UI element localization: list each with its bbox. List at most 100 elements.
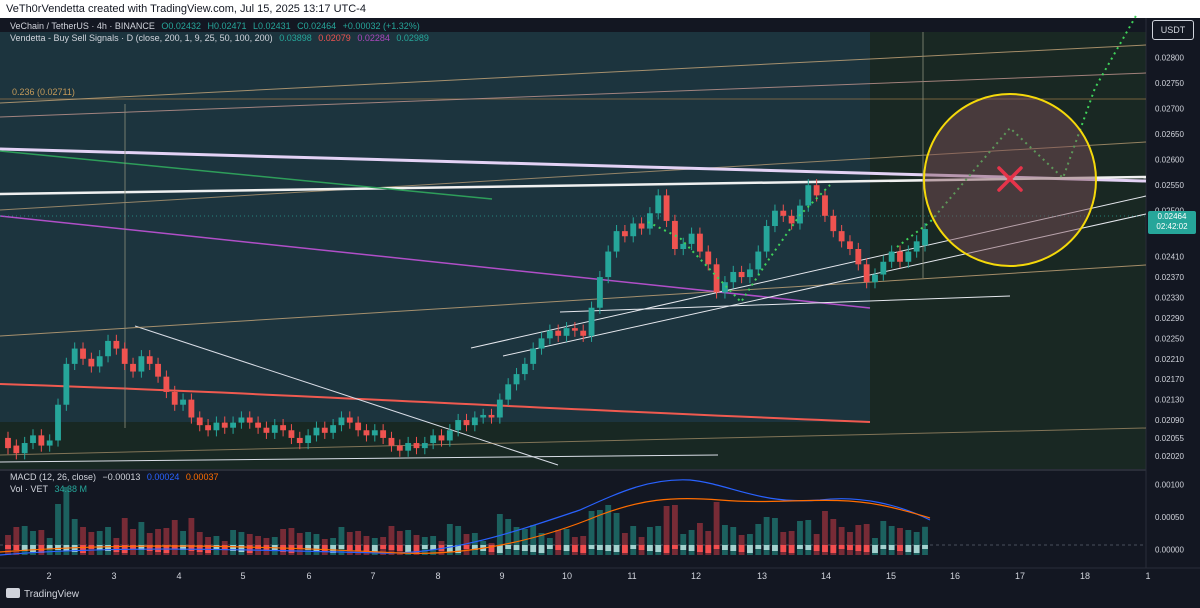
macd-histogram-bar [805, 545, 812, 550]
volume-bar [655, 526, 662, 555]
time-tick-label: 1 [1145, 571, 1150, 581]
candle [813, 185, 820, 196]
macd-value-line: 0.00024 [146, 472, 180, 482]
macd-histogram-bar [605, 545, 612, 551]
indicator-legend: Vendetta - Buy Sell Signals · D (close, … [10, 33, 433, 43]
macd-histogram-bar [5, 545, 11, 549]
volume-bar [88, 532, 95, 555]
candle [388, 437, 395, 446]
indicator-value-4: 0.02989 [396, 33, 429, 43]
volume-bar [763, 517, 770, 555]
macd-histogram-bar [697, 545, 703, 552]
downtrend-line [134, 325, 559, 466]
candle [621, 231, 628, 237]
macd-histogram-bar [30, 545, 36, 552]
time-tick-label: 18 [1080, 571, 1090, 581]
volume-bar [21, 526, 28, 555]
volume-bar [596, 510, 603, 555]
macd-histogram-bar [813, 545, 820, 551]
macd-histogram-bar [188, 545, 195, 551]
candle [688, 233, 695, 244]
volume-bar [605, 505, 612, 555]
volume-bar [130, 529, 136, 555]
macd-histogram-bar [847, 545, 853, 550]
macd-histogram-bar [763, 545, 770, 550]
candle [271, 425, 278, 433]
resistance-line-1 [0, 44, 1147, 104]
price-tick-label: 0.02020 [1155, 452, 1184, 461]
candle [421, 443, 428, 449]
macd-histogram-bar [588, 545, 595, 549]
candle [113, 340, 120, 349]
volume-bar [346, 532, 353, 555]
signal-line [0, 497, 931, 554]
macd-histogram-bar [413, 545, 420, 553]
macd-histogram-bar [213, 545, 220, 549]
long-support [0, 264, 1147, 337]
candle [555, 330, 562, 336]
candle [221, 422, 228, 428]
candle [55, 404, 61, 441]
candle [638, 223, 645, 229]
price-tick-label: 0.02550 [1155, 181, 1184, 190]
macd-histogram-bar [671, 545, 678, 549]
volume-bar [822, 511, 828, 555]
volume-bar [155, 529, 161, 555]
macd-histogram-bar [313, 545, 320, 551]
volume-bar [713, 502, 720, 555]
time-tick-label: 7 [370, 571, 375, 581]
support-flat [559, 295, 1011, 313]
currency-button[interactable]: USDT [1152, 20, 1194, 40]
volume-bar [671, 505, 678, 555]
volume-bar [463, 534, 470, 555]
candle [480, 414, 487, 418]
candle [30, 435, 36, 444]
macd-histogram-bar [738, 545, 745, 552]
time-tick-label: 8 [435, 571, 440, 581]
macd-histogram-bar [838, 545, 845, 549]
volume-bar [863, 524, 870, 555]
volume-bar [230, 530, 236, 555]
macd-histogram-bar [505, 545, 512, 549]
macd-histogram-bar [238, 545, 245, 552]
macd-histogram-bar [371, 545, 378, 553]
volume-bar [38, 530, 45, 555]
volume-bar [755, 524, 762, 555]
candle [296, 437, 303, 444]
candle [313, 427, 320, 436]
volume-bar [121, 518, 128, 555]
candle [563, 328, 570, 336]
macd-histogram-bar [655, 545, 662, 552]
candle [346, 417, 353, 423]
volume-bar [63, 487, 70, 555]
candle [121, 348, 128, 364]
macd-legend: MACD (12, 26, close) −0.00013 0.00024 0.… [10, 472, 222, 482]
macd-histogram-bar [71, 545, 78, 552]
volume-bar [680, 534, 687, 555]
tradingview-logo-icon [6, 588, 20, 598]
macd-histogram-bar [221, 545, 228, 550]
macd-histogram-bar [246, 545, 253, 553]
macd-histogram-bar [571, 545, 578, 552]
volume-bar [446, 524, 453, 555]
macd-histogram-bar [663, 545, 670, 553]
volume-bar [805, 520, 812, 555]
candle [922, 229, 928, 246]
macd-histogram-bar [780, 545, 787, 552]
time-axis[interactable]: 2 3 4 5 6 7 8 9 10 11 12 13 14 15 16 17 18 1 [46, 571, 1150, 581]
volume-bar [238, 532, 245, 555]
volume-bar [13, 527, 20, 555]
symbol-legend: VeChain / TetherUS · 4h · BINANCE O0.024… [10, 21, 424, 31]
brand-name: TradingView [24, 589, 80, 600]
macd-histogram-bar [171, 545, 178, 549]
macd-histogram-bar [822, 545, 828, 552]
macd-histogram-bar [146, 545, 153, 551]
green-ma [0, 150, 493, 200]
candle [730, 271, 737, 283]
candle [238, 417, 245, 423]
volume-bar [922, 526, 928, 555]
tradingview-logo[interactable]: TradingView [6, 588, 79, 600]
macd-histogram-bar [421, 545, 428, 549]
